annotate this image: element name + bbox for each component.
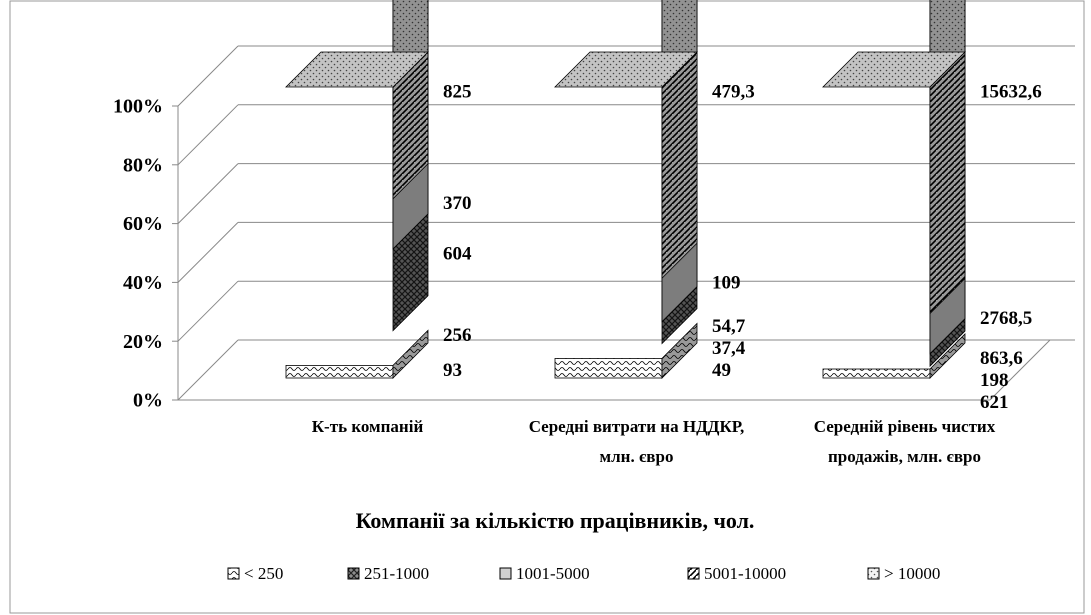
- bar-segment: [822, 368, 931, 379]
- grid-line-side: [177, 45, 239, 107]
- data-label: 198: [980, 370, 1009, 391]
- floor-edge: [989, 339, 1051, 401]
- grid-line-side: [177, 339, 239, 401]
- legend-swatch: [867, 567, 880, 580]
- bar-segment-side-shade: [930, 334, 965, 378]
- data-label: 2768,5: [980, 308, 1032, 329]
- grid-line-side: [177, 163, 239, 224]
- bar-segment-side: [661, 322, 698, 379]
- bar-segment-side: [929, 333, 966, 379]
- data-label: 54,7: [712, 316, 746, 337]
- data-label: 37,4: [712, 338, 746, 359]
- x-tick-label: К-ть компаній: [311, 417, 424, 436]
- data-label: 93: [443, 360, 462, 381]
- y-tick-label: 20%: [123, 331, 163, 353]
- data-label: 109: [712, 273, 741, 294]
- data-label: 49: [712, 360, 731, 381]
- x-axis-label: Компанії за кількістю працівників, чол.: [356, 508, 755, 533]
- legend-swatch: [687, 567, 700, 580]
- data-label: 604: [443, 243, 472, 264]
- bar-segment-side-shade: [662, 323, 697, 378]
- y-tick-label: 100%: [113, 96, 163, 118]
- legend-swatch: [347, 567, 360, 580]
- data-label: 479,3: [712, 81, 755, 102]
- bar-top-shade: [555, 52, 697, 87]
- x-tick-label: Середні витрати на НДДКР, млн. євро: [528, 417, 745, 466]
- bar-top: [554, 51, 698, 88]
- bar-segment: [285, 365, 394, 379]
- data-label: 370: [443, 193, 472, 214]
- legend-label: 5001-10000: [704, 564, 786, 583]
- y-tick-label: 60%: [123, 213, 163, 235]
- bar-segment-side-shade: [393, 330, 428, 378]
- bar-segment-side: [392, 329, 429, 379]
- bar-top-shade: [286, 52, 428, 87]
- bar-segment: [554, 358, 663, 379]
- legend-label: 251-1000: [364, 564, 429, 583]
- y-tick-label: 40%: [123, 272, 163, 294]
- y-tick-label: 0%: [133, 390, 163, 412]
- legend-swatch: [499, 567, 512, 580]
- grid-line-side: [177, 222, 239, 283]
- y-tick-label: 80%: [123, 154, 163, 176]
- legend-label: > 10000: [884, 564, 940, 583]
- data-label: 621: [980, 392, 1009, 413]
- legend-label: 1001-5000: [516, 564, 590, 583]
- data-label: 863,6: [980, 348, 1023, 369]
- data-label: 15632,6: [980, 81, 1042, 102]
- grid-line-side: [177, 280, 239, 342]
- data-label: 825: [443, 81, 472, 102]
- chart-border: [9, 0, 1085, 614]
- grid-line-side: [177, 104, 239, 166]
- bar-top-shade: [823, 52, 965, 87]
- legend-swatch: [227, 567, 240, 580]
- legend-label: < 250: [244, 564, 283, 583]
- bar-top: [822, 51, 966, 88]
- bar-top: [285, 51, 429, 88]
- x-tick-label: Середній рівень чистих продажів, млн. єв…: [813, 417, 996, 466]
- data-label: 256: [443, 325, 472, 346]
